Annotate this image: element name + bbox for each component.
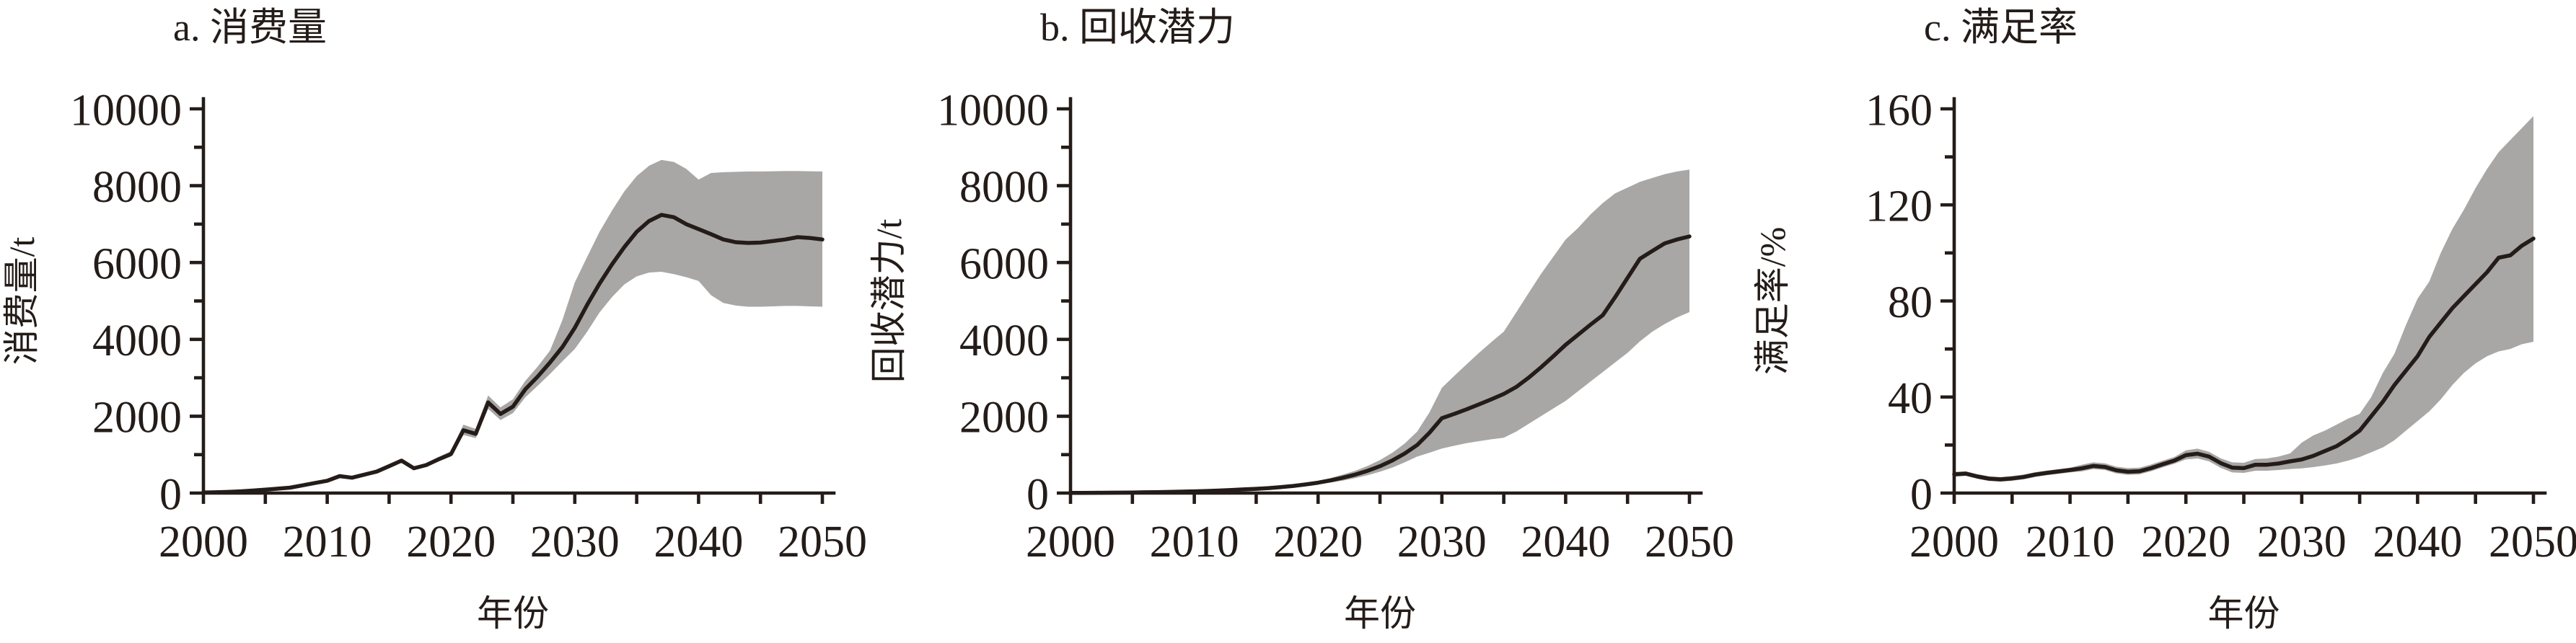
x-axis-title-3: 年份 (2208, 593, 2280, 634)
x-tick-label: 2040 (2373, 518, 2462, 567)
confidence-band-2 (1071, 169, 1689, 493)
x-tick-label: 2010 (1150, 518, 1239, 567)
y-tick-label: 40 (1888, 374, 1933, 423)
y-tick-label: 0 (1027, 470, 1049, 519)
y-tick-label: 120 (1865, 182, 1933, 231)
y-tick-label: 10000 (70, 86, 182, 135)
x-tick-label: 2040 (1521, 518, 1610, 567)
x-tick-label: 2000 (159, 518, 248, 567)
x-tick-label: 2050 (2489, 518, 2576, 567)
y-tick-label: 8000 (92, 163, 182, 212)
y-tick-label: 4000 (92, 316, 182, 365)
x-tick-label: 2000 (1909, 518, 1999, 567)
confidence-band-1 (203, 159, 822, 493)
y-tick-label: 160 (1865, 86, 1933, 135)
x-tick-label: 2040 (654, 518, 743, 567)
x-tick-label: 2020 (2141, 518, 2230, 567)
y-axis-title-2: 回收潜力/t (869, 219, 909, 383)
x-tick-label: 2020 (1273, 518, 1363, 567)
y-tick-label: 6000 (92, 240, 182, 289)
x-tick-label: 2010 (283, 518, 372, 567)
y-tick-label: 0 (1910, 470, 1933, 519)
confidence-band-3 (1954, 116, 2533, 482)
x-tick-label: 2030 (1397, 518, 1487, 567)
y-tick-label: 10000 (937, 86, 1049, 135)
mean-line-1 (201, 213, 825, 495)
x-tick-label: 2050 (778, 518, 867, 567)
y-tick-label: 80 (1888, 278, 1933, 327)
y-axis-title-1: 消费量/t (1, 237, 42, 365)
x-tick-label: 2030 (2257, 518, 2347, 567)
x-axis-title-2: 年份 (1344, 593, 1416, 634)
y-tick-label: 4000 (959, 316, 1049, 365)
y-tick-label: 6000 (959, 240, 1049, 289)
x-tick-label: 2010 (2026, 518, 2115, 567)
x-tick-label: 2050 (1645, 518, 1734, 567)
panel-title-3: c. 满足率 (1924, 6, 2078, 49)
y-axis-title-3: 满足率/% (1752, 227, 1793, 376)
panel-title-1: a. 消费量 (173, 6, 327, 49)
y-tick-label: 2000 (92, 394, 182, 443)
y-tick-label: 2000 (959, 394, 1049, 443)
mean-line-3 (1952, 236, 2536, 482)
x-tick-label: 2030 (530, 518, 620, 567)
x-tick-label: 2020 (406, 518, 496, 567)
y-tick-label: 0 (159, 470, 182, 519)
y-tick-label: 8000 (959, 163, 1049, 212)
panel-title-2: b. 回收潜力 (1040, 6, 1235, 49)
x-tick-label: 2000 (1026, 518, 1115, 567)
x-axis-title-1: 年份 (477, 593, 549, 634)
